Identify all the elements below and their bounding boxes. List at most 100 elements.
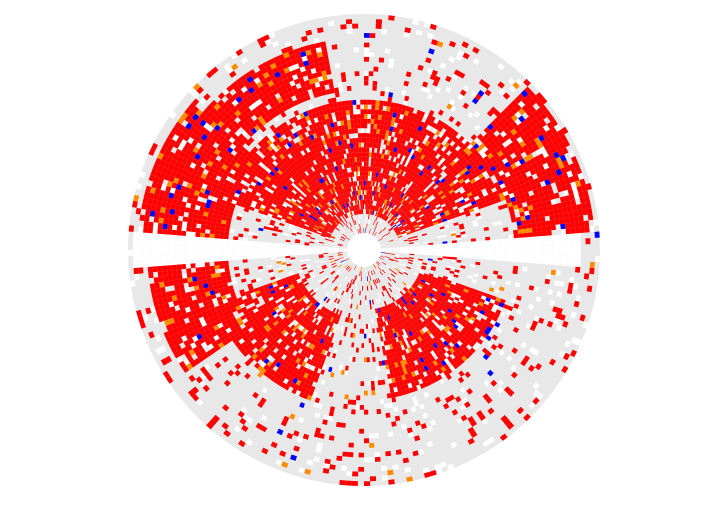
heatmap-cell xyxy=(319,183,324,189)
heatmap-cell xyxy=(273,313,279,319)
heatmap-cell xyxy=(261,214,268,219)
heatmap-cell xyxy=(358,137,362,143)
heatmap-cell xyxy=(361,209,364,214)
heatmap-cell xyxy=(424,283,430,288)
heatmap-cell xyxy=(447,245,453,248)
heatmap-cell xyxy=(360,99,364,105)
heatmap-cell xyxy=(407,147,413,153)
heatmap-cell xyxy=(313,345,318,352)
heatmap-cell xyxy=(348,298,351,304)
heatmap-cell xyxy=(418,274,423,278)
heatmap-cell xyxy=(415,156,421,163)
heatmap-cell xyxy=(409,143,415,149)
heatmap-cell xyxy=(347,399,353,405)
heatmap-cell xyxy=(304,189,310,195)
heatmap-cell xyxy=(381,286,385,292)
heatmap-cell xyxy=(387,207,392,212)
heatmap-cell xyxy=(366,156,369,162)
heatmap-cell xyxy=(302,228,308,232)
heatmap-cell xyxy=(360,266,362,272)
heatmap-cell xyxy=(326,315,331,321)
heatmap-cell xyxy=(326,320,330,326)
heatmap-cell xyxy=(397,179,402,185)
heatmap-cell xyxy=(319,256,324,259)
heatmap-cell xyxy=(301,315,307,321)
heatmap-cell xyxy=(414,179,420,185)
heatmap-cell xyxy=(427,192,433,198)
heatmap-cell xyxy=(352,138,356,144)
heatmap-cell xyxy=(423,273,429,277)
heatmap-cell xyxy=(247,240,253,245)
heatmap-cell xyxy=(308,250,314,252)
heatmap-cell xyxy=(398,325,403,331)
heatmap-cell xyxy=(283,302,289,308)
heatmap-cell xyxy=(395,213,400,218)
heatmap-cell xyxy=(270,301,277,307)
heatmap-cell xyxy=(401,160,407,166)
heatmap-cell xyxy=(381,208,385,214)
heatmap-cell xyxy=(313,182,318,188)
heatmap-cell xyxy=(332,247,338,249)
heatmap-cell xyxy=(342,158,346,164)
heatmap-cell xyxy=(384,256,390,259)
heatmap-cell xyxy=(328,316,333,322)
heatmap-cell xyxy=(305,220,311,225)
heatmap-cell xyxy=(386,190,391,196)
heatmap-cell xyxy=(291,289,297,294)
heatmap-cell xyxy=(247,255,253,260)
heatmap-cell xyxy=(411,177,416,183)
heatmap-cell xyxy=(327,189,332,195)
heatmap-cell xyxy=(362,175,364,181)
heatmap-cell xyxy=(414,247,420,249)
heatmap-cell xyxy=(406,310,411,315)
heatmap-cell xyxy=(313,208,319,213)
heatmap-cell xyxy=(322,344,328,351)
heatmap-cell xyxy=(370,123,374,129)
heatmap-cell xyxy=(448,305,455,311)
heatmap-cell xyxy=(310,316,315,322)
heatmap-cell xyxy=(346,282,350,288)
heatmap-cell xyxy=(375,181,379,187)
heatmap-cell xyxy=(526,223,532,229)
heatmap-cell xyxy=(405,292,410,297)
heatmap-cell xyxy=(313,300,318,306)
heatmap-cell xyxy=(392,284,397,290)
heatmap-cell xyxy=(364,266,366,272)
heatmap-cell xyxy=(305,347,311,353)
heatmap-cell xyxy=(439,302,445,308)
heatmap-cell xyxy=(319,167,324,173)
heatmap-cell xyxy=(330,327,334,333)
heatmap-cell xyxy=(341,199,345,204)
heatmap-cell xyxy=(336,135,341,141)
heatmap-cell xyxy=(311,138,317,145)
heatmap-cell xyxy=(376,283,379,289)
heatmap-cell xyxy=(219,264,225,269)
heatmap-cell xyxy=(412,212,418,217)
heatmap-cell xyxy=(398,259,404,262)
heatmap-cell xyxy=(340,205,344,210)
heatmap-cell xyxy=(350,278,353,284)
heatmap-cell xyxy=(427,258,433,261)
heatmap-cell xyxy=(354,123,358,129)
heatmap-cell xyxy=(258,285,264,291)
heatmap-cell xyxy=(407,198,412,204)
heatmap-cell xyxy=(304,204,309,210)
heatmap-cell xyxy=(306,219,312,223)
heatmap-cell xyxy=(536,222,542,228)
heatmap-cell xyxy=(199,262,205,268)
heatmap-cell xyxy=(364,71,369,76)
heatmap-cell xyxy=(364,114,368,119)
heatmap-cell xyxy=(371,205,374,211)
heatmap-cell xyxy=(456,291,463,297)
heatmap-cell xyxy=(250,203,256,209)
heatmap-cell xyxy=(419,298,424,303)
heatmap-cell xyxy=(450,184,457,190)
heatmap-cell xyxy=(407,186,412,192)
heatmap-cell xyxy=(368,71,374,77)
heatmap-cell xyxy=(332,264,337,268)
heatmap-cell xyxy=(213,238,219,243)
heatmap-cell xyxy=(343,173,347,179)
heatmap-cell xyxy=(385,284,389,289)
heatmap-cell xyxy=(386,354,391,360)
heatmap-cell xyxy=(301,192,307,198)
